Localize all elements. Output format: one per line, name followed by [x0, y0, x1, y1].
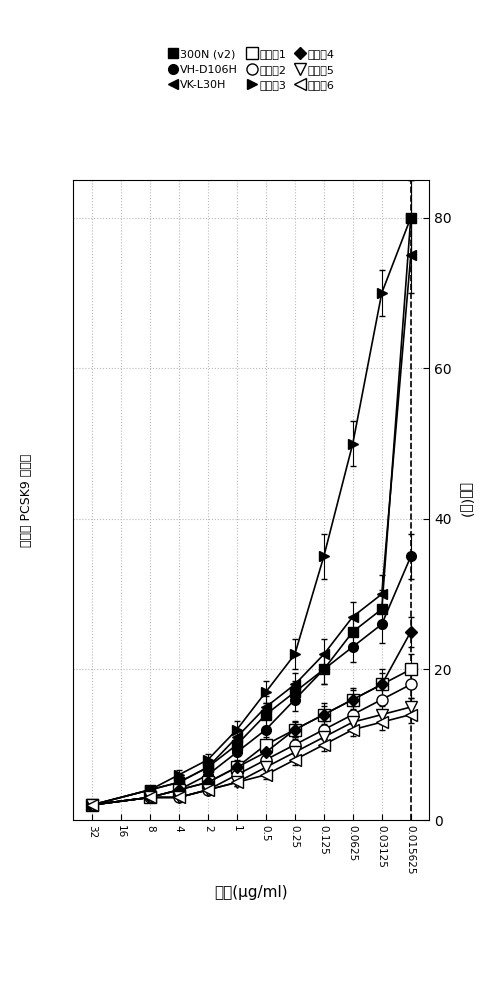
Legend: 300N (v2), VH-D106H, VK-L30H, 比对特1, 比对特2, 比对特3, 比对特4, 比对特5, 比对特6: 300N (v2), VH-D106H, VK-L30H, 比对特1, 比对特2… [163, 45, 339, 95]
Y-axis label: 时间(天): 时间(天) [459, 482, 473, 518]
Text: 表达人 PCSK9 的小鼠: 表达人 PCSK9 的小鼠 [20, 453, 33, 547]
X-axis label: 浓度(μg/ml): 浓度(μg/ml) [215, 885, 288, 900]
